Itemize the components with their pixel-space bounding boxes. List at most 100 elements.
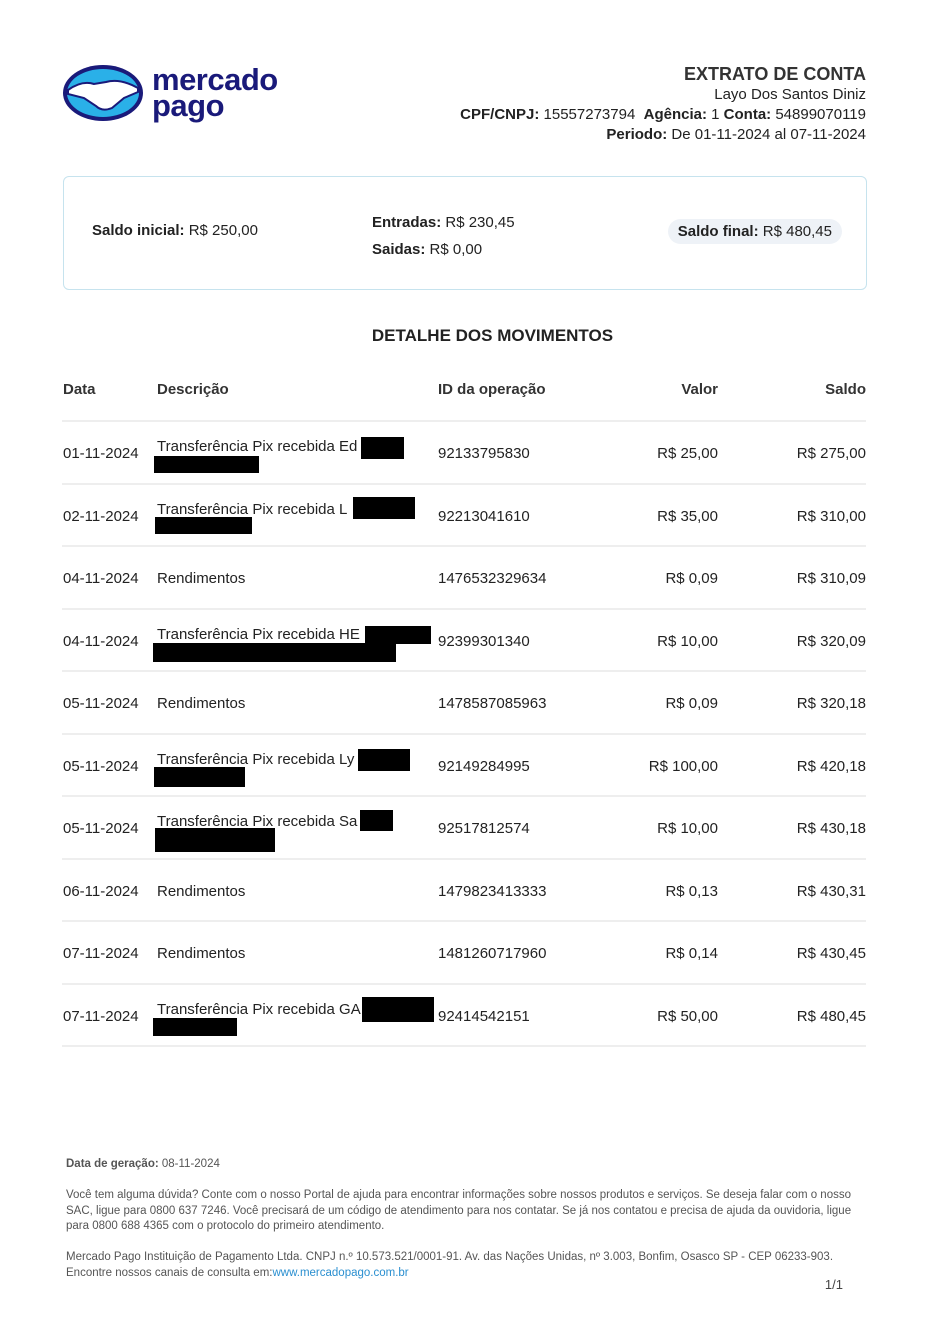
redaction — [155, 516, 252, 534]
row-date: 07-11-2024 — [63, 1007, 139, 1025]
account-header: EXTRATO DE CONTA Layo Dos Santos Diniz C… — [460, 64, 866, 145]
company-info: Mercado Pago Instituição de Pagamento Lt… — [66, 1251, 834, 1279]
row-value: R$ 0,09 — [665, 570, 718, 587]
row-balance: R$ 320,09 — [796, 632, 866, 650]
row-description: Transferência Pix recebida Ed — [157, 438, 358, 455]
generation-date-label: Data de geração: — [66, 1158, 159, 1170]
redaction — [154, 766, 245, 787]
page-number: 1/1 — [824, 1277, 843, 1292]
row-balance: R$ 310,00 — [796, 507, 866, 525]
row-description: Rendimentos — [157, 570, 246, 587]
redaction — [155, 828, 275, 852]
cpf-label: CPF/CNPJ: — [460, 106, 540, 123]
row-value: R$ 100,00 — [648, 757, 718, 775]
redaction — [360, 810, 393, 831]
entradas-label: Entradas: — [372, 214, 442, 231]
section-title: DETALHE DOS MOVIMENTOS — [371, 326, 614, 345]
column-header-id: ID da operação — [438, 381, 546, 398]
row-id: 1476532329634 — [438, 570, 547, 587]
row-balance: R$ 320,18 — [796, 695, 866, 712]
column-header-data: Data — [63, 381, 96, 398]
row-balance: R$ 275,00 — [796, 445, 866, 462]
logo-text-mercado: mercado — [152, 62, 278, 97]
row-date: 06-11-2024 — [63, 882, 139, 900]
redaction — [353, 496, 415, 519]
row-date: 05-11-2024 — [63, 820, 139, 837]
periodo-label: Periodo: — [606, 126, 668, 143]
handshake-icon — [63, 65, 143, 121]
row-date: 04-11-2024 — [63, 570, 139, 587]
saldo-inicial-value: R$ 250,00 — [188, 222, 258, 239]
table-row: 06-11-2024 Rendimentos 1479823413333 R$ 0,1… — [62, 860, 866, 922]
website-link[interactable]: www.mercadopago.com.br — [272, 1266, 409, 1279]
table-row: 04-11-2024 Transferência Pix recebida HE 9… — [62, 610, 866, 672]
conta-label: Conta: — [723, 106, 772, 123]
row-id: 92517812574 — [438, 820, 530, 837]
saldo-final-badge: Saldo final: R$ 480,45 — [667, 219, 842, 244]
table-row: 01-11-2024 Transferência Pix recebida Ed 9… — [62, 422, 866, 485]
row-date: 01-11-2024 — [63, 445, 139, 462]
row-id: 92149284995 — [438, 757, 530, 775]
row-value: R$ 25,00 — [657, 445, 718, 462]
row-id: 92133795830 — [438, 445, 530, 462]
agencia-value: 1 — [711, 106, 720, 123]
periodo-value: De 01-11-2024 al 07-11-2024 — [671, 126, 866, 143]
row-description: Rendimentos — [157, 882, 246, 900]
row-balance: R$ 430,18 — [796, 820, 866, 837]
table-row: 02-11-2024 Transferência Pix recebida L 92… — [62, 485, 866, 547]
table-row: 07-11-2024 Rendimentos 1481260717960 R$ 0,1… — [62, 922, 866, 985]
row-value: R$ 0,09 — [665, 695, 718, 712]
row-description: Rendimentos — [157, 945, 246, 962]
row-date: 02-11-2024 — [63, 507, 139, 525]
row-id: 1481260717960 — [438, 945, 547, 962]
conta-value: 54899070119 — [775, 106, 866, 123]
row-id: 92414542151 — [438, 1007, 530, 1025]
redaction — [153, 642, 396, 662]
row-balance: R$ 430,31 — [796, 882, 866, 900]
document-title: EXTRATO DE CONTA — [683, 64, 866, 84]
column-header-valor: Valor — [681, 381, 718, 398]
redaction — [154, 456, 259, 473]
row-date: 07-11-2024 — [63, 945, 139, 962]
saidas-value: R$ 0,00 — [429, 241, 483, 258]
row-description: Transferência Pix recebida Sa — [157, 813, 358, 830]
generation-date: 08-11-2024 — [161, 1158, 220, 1170]
column-header-saldo: Saldo — [825, 381, 866, 398]
row-value: R$ 10,00 — [657, 820, 718, 837]
row-description: Transferência Pix recebida HE — [157, 625, 360, 643]
redaction — [358, 748, 410, 771]
row-description: Transferência Pix recebida L — [157, 500, 348, 518]
balance-summary: Saldo inicial: R$ 250,00 Entradas: R$ 23… — [63, 176, 867, 290]
table-row: 05-11-2024 Transferência Pix recebida Ly 9… — [62, 735, 866, 797]
row-value: R$ 35,00 — [657, 507, 718, 525]
row-balance: R$ 480,45 — [796, 1007, 866, 1025]
row-balance: R$ 310,09 — [796, 570, 866, 587]
row-date: 05-11-2024 — [63, 757, 139, 775]
mercado-pago-logo: mercado pago — [62, 64, 278, 122]
account-holder: Layo Dos Santos Diniz — [714, 86, 866, 103]
saidas-label: Saidas: — [372, 241, 426, 258]
table-row: 04-11-2024 Rendimentos 1476532329634 R$ 0,0… — [62, 547, 866, 610]
row-value: R$ 0,13 — [665, 882, 718, 900]
row-id: 1479823413333 — [438, 882, 547, 900]
saldo-inicial-label: Saldo inicial: — [92, 222, 185, 239]
table-row: 05-11-2024 Rendimentos 1478587085963 R$ 0,0… — [62, 672, 866, 735]
row-value: R$ 50,00 — [657, 1007, 718, 1025]
row-balance: R$ 420,18 — [796, 757, 866, 775]
column-header-descricao: Descrição — [157, 381, 229, 398]
table-row: 05-11-2024 Transferência Pix recebida Sa 9… — [62, 797, 866, 860]
row-value: R$ 0,14 — [665, 945, 718, 962]
redaction — [362, 996, 434, 1022]
entradas-value: R$ 230,45 — [445, 214, 515, 231]
row-balance: R$ 430,45 — [796, 945, 866, 962]
row-description: Rendimentos — [157, 695, 246, 712]
row-description: Transferência Pix recebida GA — [157, 1000, 361, 1018]
cpf-value: 15557273794 — [543, 106, 636, 123]
table-row: 07-11-2024 Transferência Pix recebida GA 9… — [62, 985, 866, 1047]
row-value: R$ 10,00 — [657, 632, 718, 650]
row-id: 92399301340 — [438, 632, 530, 650]
saldo-final-label: Saldo final: — [677, 223, 759, 240]
row-description: Transferência Pix recebida Ly — [157, 750, 355, 768]
redaction — [361, 437, 404, 459]
agencia-label: Agência: — [643, 106, 707, 123]
